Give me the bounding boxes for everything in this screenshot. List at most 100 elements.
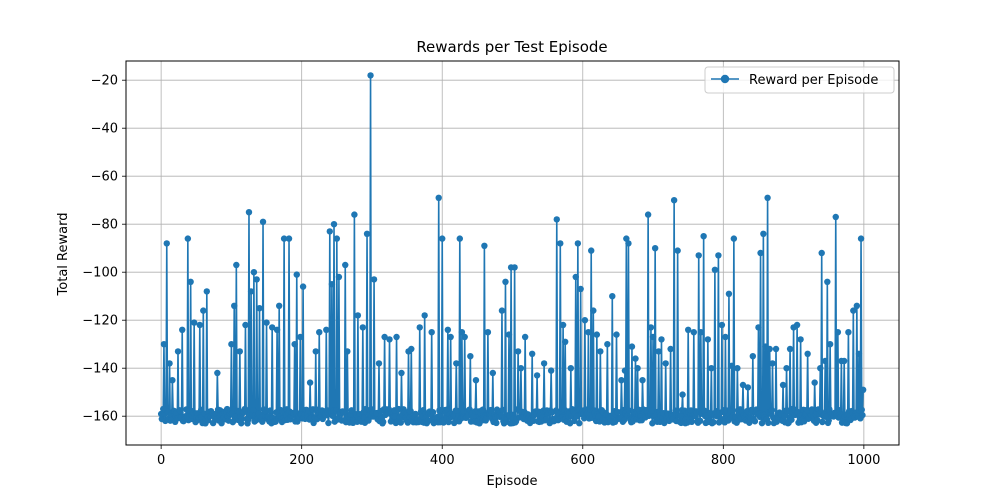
data-point bbox=[166, 360, 173, 367]
data-point bbox=[461, 333, 468, 341]
data-point bbox=[797, 336, 804, 343]
data-point bbox=[814, 417, 821, 424]
data-point bbox=[725, 290, 733, 297]
data-point bbox=[196, 321, 203, 329]
data-point bbox=[458, 329, 466, 336]
data-point bbox=[768, 406, 776, 414]
data-point bbox=[553, 216, 560, 223]
y-tick-label: −120 bbox=[82, 314, 118, 329]
data-point bbox=[853, 302, 861, 309]
data-point bbox=[528, 350, 536, 357]
data-point bbox=[263, 319, 270, 326]
data-point bbox=[639, 377, 646, 384]
data-point bbox=[381, 333, 388, 341]
data-point bbox=[715, 252, 722, 259]
data-point bbox=[435, 194, 442, 201]
data-point bbox=[228, 341, 235, 348]
data-point bbox=[514, 348, 522, 355]
data-point bbox=[644, 211, 652, 218]
chart-title: Rewards per Test Episode bbox=[416, 38, 607, 56]
data-point bbox=[655, 348, 662, 355]
data-point bbox=[428, 329, 435, 336]
data-point bbox=[447, 333, 454, 341]
y-tick-label: −160 bbox=[82, 410, 118, 425]
data-point bbox=[256, 305, 263, 312]
data-point bbox=[696, 417, 704, 425]
data-point bbox=[697, 329, 705, 336]
data-point bbox=[804, 350, 811, 357]
data-point bbox=[266, 407, 274, 414]
data-point bbox=[811, 379, 818, 386]
data-point bbox=[695, 252, 702, 259]
data-point bbox=[259, 218, 267, 225]
data-point bbox=[498, 307, 506, 314]
data-point bbox=[567, 365, 575, 372]
data-point bbox=[299, 283, 307, 290]
data-point bbox=[574, 240, 582, 247]
data-point bbox=[667, 345, 674, 353]
x-tick-label: 800 bbox=[711, 453, 736, 468]
data-point bbox=[250, 269, 258, 276]
x-axis-label: Episode bbox=[486, 474, 537, 489]
data-point bbox=[700, 233, 707, 240]
data-point bbox=[499, 406, 506, 414]
data-point bbox=[176, 407, 184, 415]
data-point bbox=[590, 307, 597, 314]
data-point bbox=[306, 379, 314, 386]
data-point bbox=[370, 276, 378, 283]
data-point bbox=[453, 407, 461, 415]
data-point bbox=[163, 240, 170, 247]
data-point bbox=[840, 357, 848, 365]
data-point bbox=[517, 365, 525, 372]
data-point bbox=[859, 411, 866, 419]
data-point bbox=[597, 348, 604, 355]
data-point bbox=[312, 348, 319, 355]
data-point bbox=[253, 276, 260, 283]
data-point bbox=[781, 412, 788, 420]
data-point bbox=[540, 360, 548, 367]
data-point bbox=[547, 367, 555, 374]
data-point bbox=[662, 360, 669, 367]
data-point bbox=[242, 321, 249, 329]
data-point bbox=[604, 341, 611, 348]
data-point bbox=[393, 333, 400, 341]
data-point bbox=[758, 419, 766, 427]
y-axis-label: Total Reward bbox=[56, 213, 71, 297]
data-point bbox=[344, 348, 351, 355]
data-point bbox=[648, 407, 655, 414]
data-point bbox=[751, 418, 759, 425]
data-point bbox=[834, 329, 842, 336]
x-tick-label: 200 bbox=[289, 453, 314, 468]
data-point bbox=[613, 331, 620, 338]
data-point bbox=[585, 329, 592, 336]
data-point bbox=[174, 348, 182, 355]
data-point bbox=[577, 285, 584, 293]
data-point bbox=[572, 273, 579, 281]
data-point bbox=[450, 419, 458, 427]
data-point bbox=[397, 419, 404, 426]
data-point bbox=[670, 197, 678, 204]
data-point bbox=[505, 331, 513, 338]
data-point bbox=[273, 326, 281, 333]
data-point bbox=[755, 324, 762, 331]
data-point bbox=[429, 409, 437, 416]
data-point bbox=[625, 240, 632, 247]
data-point bbox=[325, 419, 332, 427]
data-point bbox=[649, 333, 657, 341]
data-point bbox=[481, 242, 488, 249]
data-point bbox=[169, 377, 176, 384]
data-point bbox=[728, 362, 735, 369]
data-point bbox=[179, 326, 186, 333]
data-point bbox=[268, 324, 276, 331]
data-point bbox=[749, 353, 757, 360]
data-point bbox=[231, 302, 238, 309]
data-point bbox=[679, 391, 686, 398]
data-point bbox=[333, 235, 341, 242]
data-point bbox=[623, 235, 630, 242]
data-point bbox=[581, 317, 589, 324]
data-point bbox=[367, 72, 374, 79]
data-point bbox=[734, 365, 741, 372]
data-point bbox=[421, 312, 428, 319]
data-point bbox=[786, 345, 794, 353]
